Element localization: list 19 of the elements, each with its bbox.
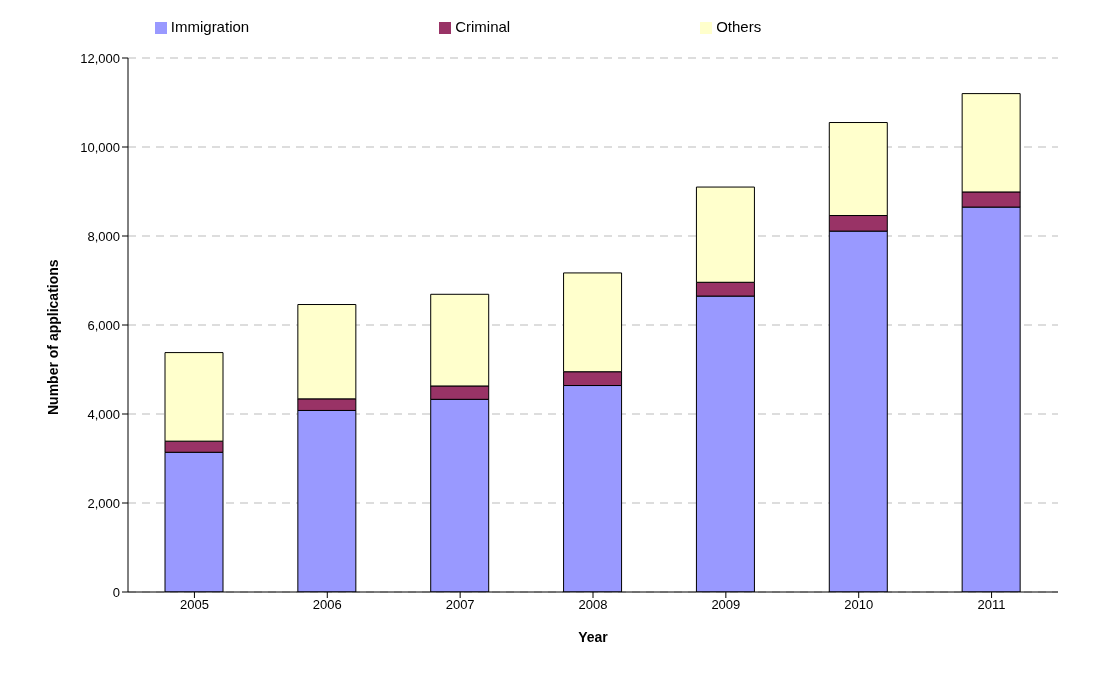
y-axis-title: Number of applications (44, 259, 61, 415)
x-tick-label: 2010 (844, 597, 874, 613)
x-axis-title: Year (578, 629, 609, 645)
y-tick-label: 6,000 (87, 317, 120, 333)
legend-label: Others (716, 18, 762, 35)
x-tick-label: 2009 (711, 597, 741, 613)
legend-label: Criminal (455, 18, 511, 35)
y-tick-label: 4,000 (87, 406, 120, 422)
y-tick-label: 2,000 (87, 495, 120, 511)
y-tick-label: 0 (112, 584, 120, 600)
x-tick-label: 2006 (312, 597, 342, 613)
x-tick-label: 2008 (578, 597, 608, 613)
y-tick-label: 12,000 (80, 50, 120, 66)
x-tick-label: 2007 (445, 597, 475, 613)
legend-label: Immigration (170, 18, 250, 35)
y-tick-label: 8,000 (87, 228, 120, 244)
y-tick-label: 10,000 (80, 139, 120, 155)
x-tick-label: 2011 (977, 597, 1006, 613)
x-tick-label: 2005 (179, 597, 209, 613)
